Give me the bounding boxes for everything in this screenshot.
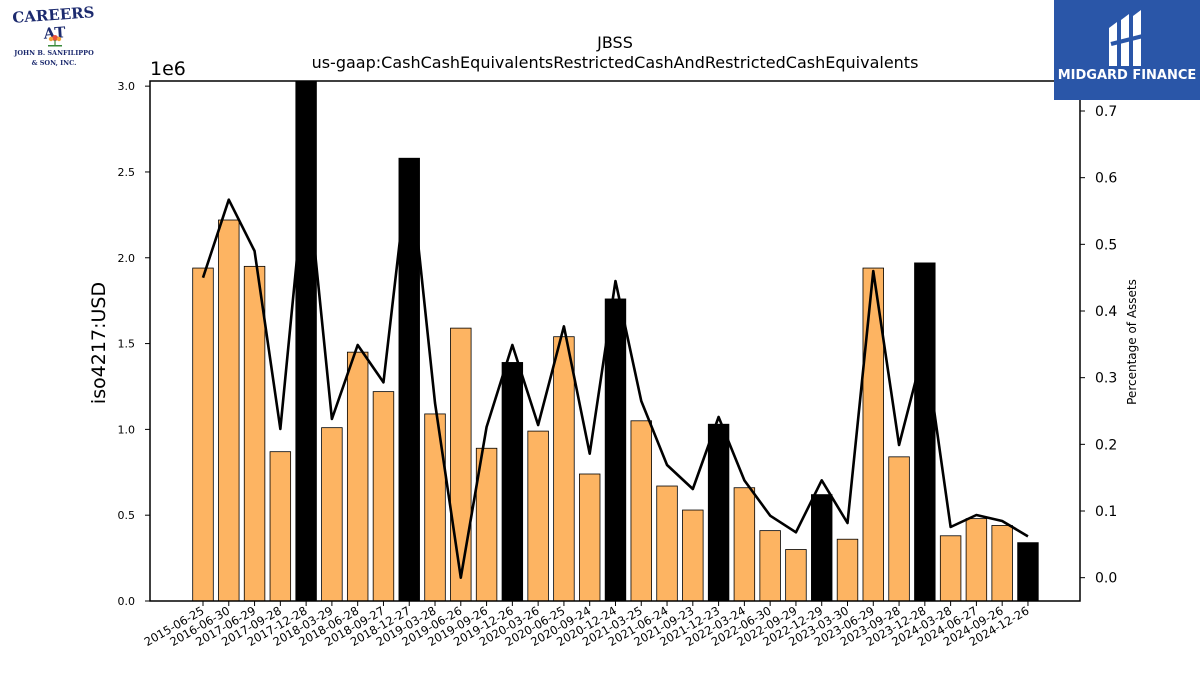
bar-2022-06-30 [759, 530, 781, 602]
bar-2023-03-30 [836, 538, 859, 602]
percentage-line [201, 158, 1029, 579]
bar-2018-03-29 [321, 427, 343, 602]
plot-frame [149, 80, 1081, 602]
midgard-logo-text: MIDGARD FINANCE [1057, 68, 1197, 83]
careers-logo-suffix: & SON, INC. [31, 59, 77, 67]
y2-tick-label: 0.3 [1095, 371, 1117, 387]
bar-2024-03-28 [939, 535, 962, 602]
bar-2017-09-28 [269, 451, 292, 602]
chart-title: JBSS [596, 33, 633, 52]
bar-2021-09-23 [682, 509, 704, 602]
bar-2020-09-24 [579, 473, 601, 602]
bar-2024-09-26 [991, 525, 1013, 602]
bar-2018-06-28 [346, 351, 369, 602]
bar-2022-12-29 [811, 494, 833, 602]
bar-2018-09-27 [372, 391, 395, 602]
bar-2022-03-24 [733, 487, 756, 602]
y-axis-label: iso4217:USD [88, 282, 110, 404]
bar-2016-06-30 [218, 219, 240, 602]
bar-2023-12-28 [914, 262, 936, 602]
bar-2022-09-29 [785, 549, 807, 602]
y-tick-label: 0.5 [118, 509, 136, 522]
y-tick-label: 0.0 [118, 595, 136, 608]
bar-2024-12-26 [1017, 542, 1039, 602]
bar-2020-12-24 [604, 298, 627, 602]
y-tick-label: 1.0 [118, 423, 136, 436]
chart-subtitle: us-gaap:CashCashEquivalentsRestrictedCas… [312, 53, 919, 72]
bar-2020-06-25 [553, 336, 575, 602]
flower-icon [48, 35, 62, 47]
careers-logo-company: JOHN B. SANFILIPPO [14, 49, 94, 57]
bar-2021-03-25 [630, 420, 652, 602]
bar-2017-12-28 [295, 80, 317, 602]
bar-2015-06-25 [192, 267, 214, 602]
y-offset-label: 1e6 [150, 58, 186, 80]
y-tick-label: 2.0 [118, 252, 136, 265]
y-tick-label: 2.5 [118, 166, 136, 179]
y2-axis-label: Percentage of Assets [1125, 279, 1139, 405]
bar-2020-03-26 [527, 430, 549, 602]
bar-2019-03-28 [424, 413, 446, 602]
careers-logo[interactable]: CAREERS AT JOHN B. SANFILIPPO & SON, INC… [4, 3, 104, 70]
y2-tick-label: 0.5 [1095, 237, 1117, 253]
bar-2024-06-27 [965, 518, 988, 602]
y2-tick-label: 0.4 [1095, 304, 1117, 320]
y2-tick-label: 0.2 [1095, 437, 1117, 453]
midgard-logo[interactable]: MIDGARD FINANCE [1054, 0, 1200, 100]
bar-2023-09-28 [888, 456, 910, 602]
bar-2017-06-29 [243, 265, 266, 602]
bar-2019-12-26 [501, 362, 524, 602]
midgard-mark-icon [1109, 10, 1144, 66]
y-tick-label: 1.5 [118, 338, 136, 351]
y2-tick-label: 0.7 [1095, 104, 1117, 120]
y-tick-label: 3.0 [118, 80, 136, 93]
y2-tick-label: 0.1 [1095, 504, 1117, 520]
y2-tick-label: 0.0 [1095, 571, 1117, 587]
bar-2019-06-26 [450, 327, 472, 602]
bar-2021-12-23 [707, 423, 730, 602]
y2-tick-label: 0.6 [1095, 171, 1117, 187]
bar-2021-06-24 [656, 485, 678, 602]
